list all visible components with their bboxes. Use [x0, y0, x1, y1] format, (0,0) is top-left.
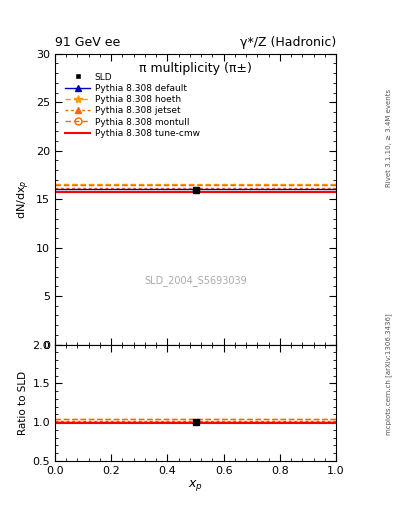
Y-axis label: Ratio to SLD: Ratio to SLD — [18, 371, 28, 435]
X-axis label: $x_p$: $x_p$ — [188, 478, 203, 494]
Text: SLD_2004_S5693039: SLD_2004_S5693039 — [144, 275, 247, 286]
Text: π multiplicity (π±): π multiplicity (π±) — [139, 62, 252, 75]
Legend: SLD, Pythia 8.308 default, Pythia 8.308 hoeth, Pythia 8.308 jetset, Pythia 8.308: SLD, Pythia 8.308 default, Pythia 8.308 … — [62, 70, 202, 141]
Text: mcplots.cern.ch [arXiv:1306.3436]: mcplots.cern.ch [arXiv:1306.3436] — [386, 313, 392, 435]
Text: Rivet 3.1.10, ≥ 3.4M events: Rivet 3.1.10, ≥ 3.4M events — [386, 89, 392, 187]
Y-axis label: dN/dx$_{p}$: dN/dx$_{p}$ — [15, 179, 32, 219]
Text: 91 GeV ee: 91 GeV ee — [55, 36, 120, 49]
Text: γ*/Z (Hadronic): γ*/Z (Hadronic) — [240, 36, 336, 49]
